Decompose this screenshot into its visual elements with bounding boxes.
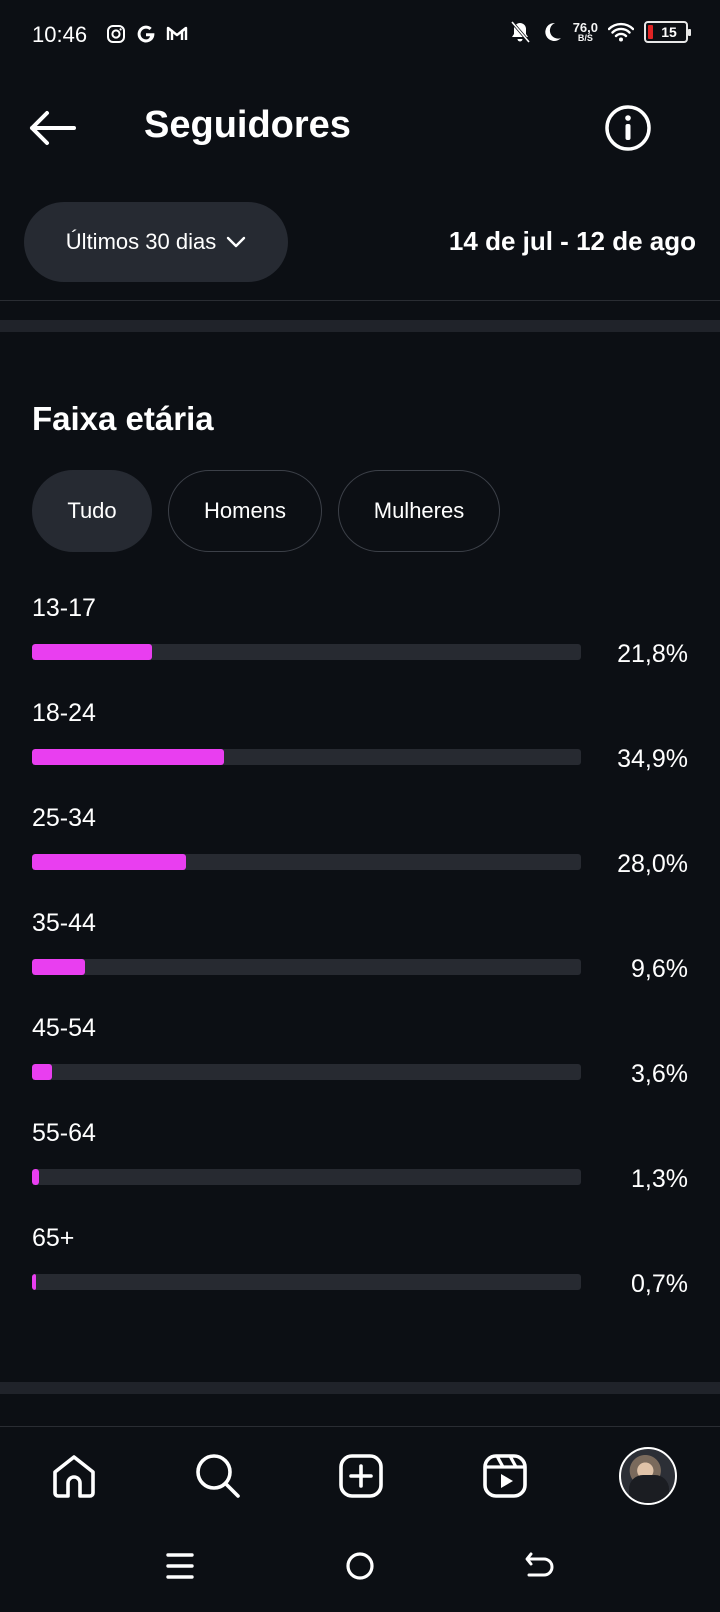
age-label: 45-54 <box>32 1014 96 1042</box>
profile-avatar <box>619 1447 677 1505</box>
age-bar-track <box>32 1064 581 1080</box>
age-percent: 9,6% <box>631 955 688 983</box>
create-icon <box>339 1454 383 1498</box>
status-bar: 10:46 76,0 B/S 15 <box>0 0 720 72</box>
home-icon <box>53 1455 95 1498</box>
age-percent: 1,3% <box>631 1165 688 1193</box>
home-circle-icon <box>346 1552 374 1580</box>
status-right: 76,0 B/S 15 <box>509 20 691 44</box>
age-percent: 28,0% <box>617 850 688 878</box>
age-bar-track <box>32 959 581 975</box>
date-range: 14 de jul - 12 de ago <box>448 226 696 256</box>
system-back-button[interactable] <box>520 1546 560 1586</box>
age-row: 35-44 9,6% <box>32 909 688 1014</box>
gender-tabs: Tudo Homens Mulheres <box>32 470 500 552</box>
section-title: Faixa etária <box>32 400 214 437</box>
wifi-icon <box>608 22 634 42</box>
age-bar-fill <box>32 854 186 870</box>
back-icon <box>525 1552 554 1577</box>
gmail-icon <box>166 26 188 40</box>
age-percent: 3,6% <box>631 1060 688 1088</box>
system-home-button[interactable] <box>340 1546 380 1586</box>
tab-mulheres[interactable]: Mulheres <box>338 470 500 552</box>
tab-tudo[interactable]: Tudo <box>32 470 152 552</box>
age-row: 18-24 34,9% <box>32 699 688 804</box>
nav-create-button[interactable] <box>331 1446 391 1506</box>
age-bar-track <box>32 749 581 765</box>
age-label: 55-64 <box>32 1119 96 1147</box>
age-percent: 0,7% <box>631 1270 688 1298</box>
age-label: 35-44 <box>32 909 96 937</box>
age-label: 13-17 <box>32 594 96 622</box>
moon-icon <box>545 22 561 41</box>
age-percent: 34,9% <box>617 745 688 773</box>
system-navigation-bar <box>0 1530 720 1600</box>
period-label: Últimos 30 dias <box>65 229 217 254</box>
battery-indicator: 15 <box>644 21 691 43</box>
age-bar-fill <box>32 749 224 765</box>
back-button[interactable] <box>28 106 80 150</box>
age-row: 25-34 28,0% <box>32 804 688 909</box>
bell-off-icon <box>510 21 530 43</box>
search-icon <box>195 1454 240 1498</box>
age-row: 55-64 1,3% <box>32 1119 688 1224</box>
notification-icons <box>106 24 188 44</box>
age-label: 65+ <box>32 1224 75 1252</box>
reels-icon <box>482 1454 527 1498</box>
recents-icon <box>166 1553 194 1579</box>
nav-profile-button[interactable] <box>618 1446 678 1506</box>
chevron-down-icon <box>226 236 246 248</box>
page-title: Seguidores <box>144 104 351 146</box>
age-bar-track <box>32 644 581 660</box>
bottom-navigation <box>0 1428 720 1524</box>
age-bar-track <box>32 854 581 870</box>
recents-button[interactable] <box>160 1546 200 1586</box>
app-header: Seguidores <box>0 88 720 168</box>
period-dropdown[interactable]: Últimos 30 dias <box>24 202 288 282</box>
age-label: 18-24 <box>32 699 96 727</box>
age-bar-fill <box>32 1064 52 1080</box>
divider <box>0 300 720 301</box>
age-row: 45-54 3,6% <box>32 1014 688 1119</box>
filter-row: Últimos 30 dias 14 de jul - 12 de ago <box>24 202 696 282</box>
age-bar-fill <box>32 959 85 975</box>
google-icon <box>137 25 155 43</box>
age-range-list: 13-17 21,8% 18-24 34,9% 25-34 28,0% 35-4… <box>32 594 688 1329</box>
nav-reels-button[interactable] <box>475 1446 535 1506</box>
age-bar-fill <box>32 1274 36 1290</box>
divider <box>0 1426 720 1427</box>
nav-search-button[interactable] <box>188 1446 248 1506</box>
section-separator <box>0 1382 720 1394</box>
network-speed: 76,0 B/S <box>572 20 598 43</box>
age-bar-track <box>32 1169 581 1185</box>
instagram-icon <box>107 25 125 43</box>
age-bar-track <box>32 1274 581 1290</box>
age-label: 25-34 <box>32 804 96 832</box>
info-icon <box>605 105 651 151</box>
age-row: 13-17 21,8% <box>32 594 688 699</box>
age-percent: 21,8% <box>617 640 688 668</box>
age-bar-fill <box>32 1169 40 1185</box>
info-button[interactable] <box>604 104 652 152</box>
arrow-left-icon <box>30 111 76 145</box>
age-row: 65+ 0,7% <box>32 1224 688 1329</box>
age-bar-fill <box>32 644 152 660</box>
status-time: 10:46 <box>32 22 88 47</box>
section-separator <box>0 320 720 332</box>
nav-home-button[interactable] <box>44 1446 104 1506</box>
tab-homens[interactable]: Homens <box>168 470 322 552</box>
